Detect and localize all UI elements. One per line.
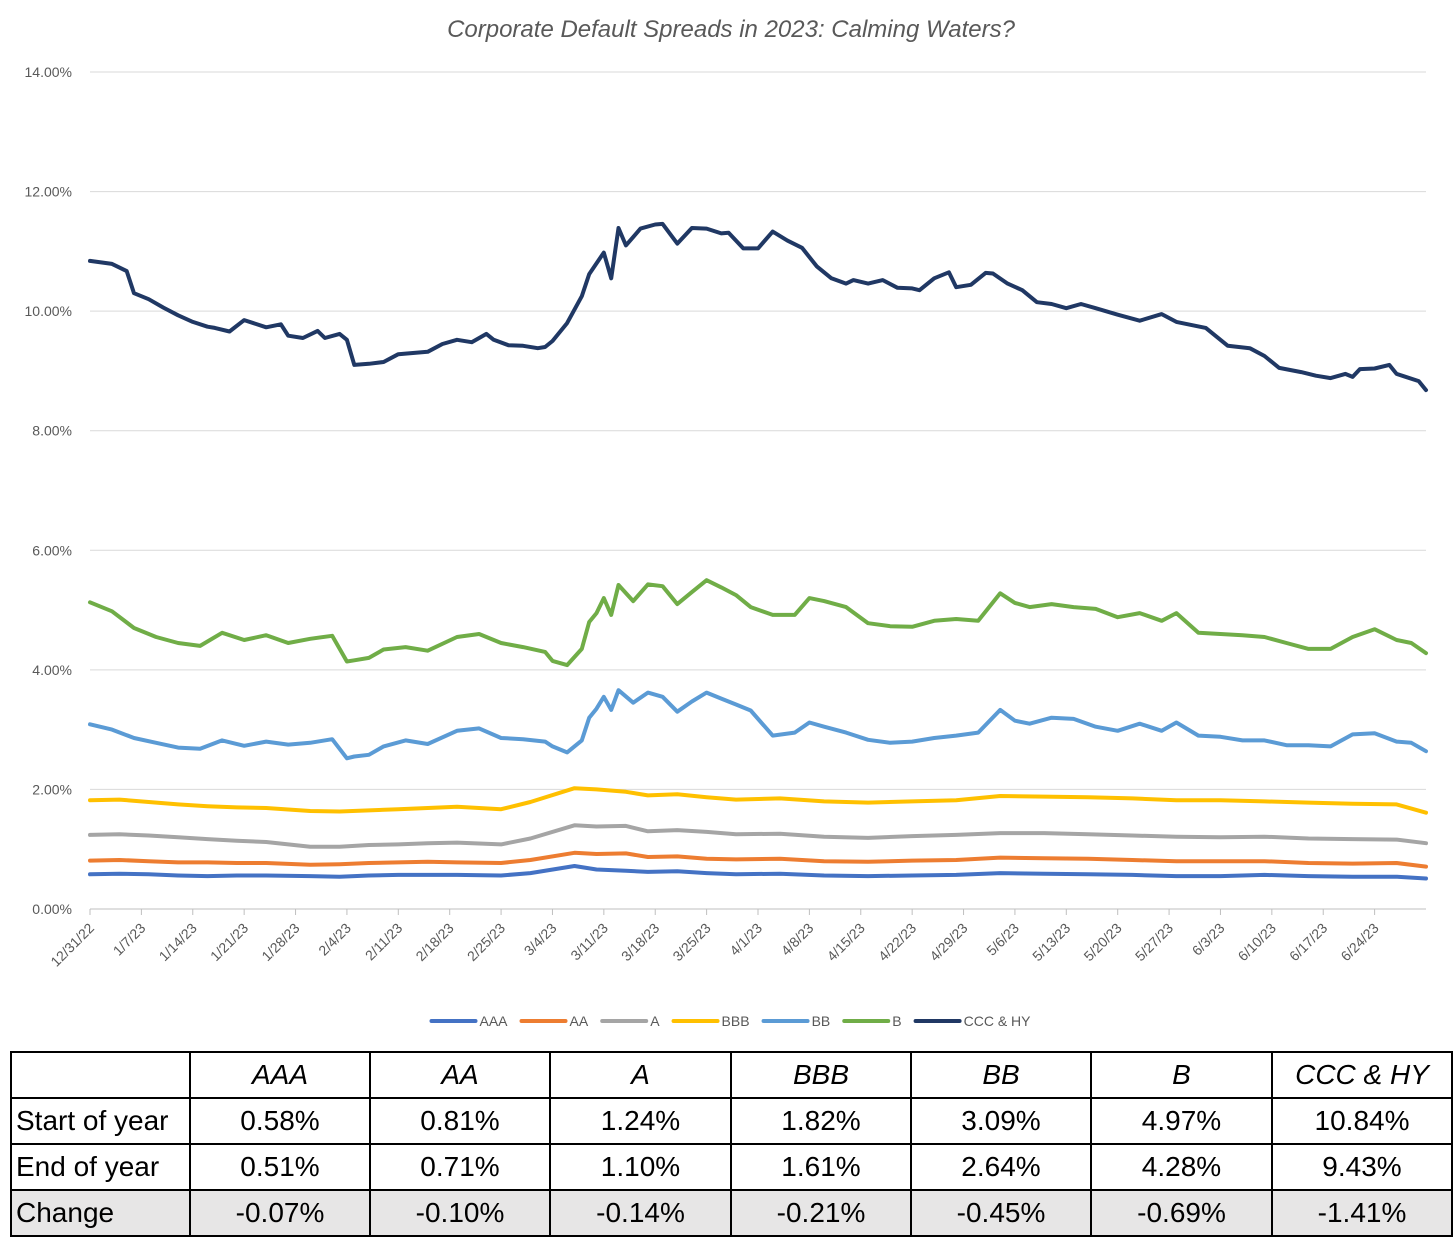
table-cell: -1.41% [1271,1189,1453,1237]
legend-label: BBB [722,1013,750,1029]
y-tick-label: 0.00% [32,901,72,917]
legend-label: AA [570,1013,589,1029]
table-cell: 0.71% [369,1143,551,1191]
x-tick-label: 2/4/23 [315,920,354,959]
x-tick-label: 1/7/23 [110,920,149,959]
x-tick-label: 5/6/23 [983,920,1022,959]
x-tick-label: 3/4/23 [521,920,560,959]
x-tick-label: 6/24/23 [1337,920,1381,964]
legend-label: A [650,1013,660,1029]
series-line-bb [88,688,1428,761]
table-cell: -0.10% [369,1189,551,1237]
x-tick-label: 12/31/22 [47,920,97,970]
table-cell: -0.07% [189,1189,371,1237]
line-chart: Corporate Default Spreads in 2023: Calmi… [25,16,1428,1029]
x-tick-label: 5/27/23 [1132,920,1176,964]
x-axis-ticks: 12/31/22 1/7/23 1/14/23 1/21/23 1/28/23 2/4/2… [47,909,1382,970]
y-tick-label: 2.00% [32,781,72,797]
series-line-ccc-hy [88,221,1428,393]
series-line-aa [88,850,1428,869]
x-tick-label: 2/25/23 [464,920,508,964]
table-header-row: AAA AA A BBB BB B CCC & HY [10,1051,1453,1099]
x-tick-label: 6/17/23 [1286,920,1330,964]
series-line-b [88,578,1428,668]
chart-title: Corporate Default Spreads in 2023: Calmi… [447,16,1016,43]
table-cell: 2.64% [910,1143,1092,1191]
gridlines [90,71,1426,910]
table-cell: 1.24% [549,1097,732,1145]
row-label: Start of year [10,1097,191,1145]
x-tick-label: 2/18/23 [412,920,456,964]
table-cell: 0.58% [189,1097,371,1145]
x-tick-label: 6/3/23 [1189,920,1228,959]
table-cell: 0.81% [369,1097,551,1145]
table-header-cell: A [549,1051,732,1099]
x-tick-label: 1/21/23 [207,920,251,964]
table-cell: 1.10% [549,1143,732,1191]
chart-area: Corporate Default Spreads in 2023: Calmi… [25,16,1428,1029]
y-tick-label: 4.00% [32,662,72,678]
table-header-cell: B [1090,1051,1273,1099]
x-tick-label: 2/11/23 [362,920,406,964]
table-cell: -0.45% [910,1189,1092,1237]
legend: AAA AA A BBB BB B CCC & HY [429,1013,1032,1029]
x-tick-label: 4/29/23 [926,920,970,964]
y-axis-ticks: 0.00% 2.00% 4.00% 6.00% 8.00% 10.00% 12.00% 14.… [25,64,72,917]
series-line-a [88,823,1428,849]
legend-label: B [892,1013,901,1029]
table-header-cell: BBB [730,1051,912,1099]
row-label: End of year [10,1143,191,1191]
table-cell: 0.51% [189,1143,371,1191]
x-tick-label: 4/1/23 [726,920,765,959]
legend-label: BB [812,1013,831,1029]
table-header-cell: AA [369,1051,551,1099]
table-row: End of year 0.51% 0.71% 1.10% 1.61% 2.64… [10,1143,1453,1191]
row-label: Change [10,1189,191,1237]
table-cell: 10.84% [1271,1097,1453,1145]
x-tick-label: 3/25/23 [669,920,713,964]
y-tick-label: 8.00% [32,423,72,439]
table-cell: -0.21% [730,1189,912,1237]
table-cell: 9.43% [1271,1143,1453,1191]
table-cell: 4.28% [1090,1143,1273,1191]
x-tick-label: 5/20/23 [1080,920,1124,964]
spread-summary-table: AAA AA A BBB BB B CCC & HY Start of year… [10,1051,1453,1237]
series-lines [88,221,1428,881]
x-tick-label: 4/15/23 [824,920,868,964]
x-tick-label: 1/28/23 [258,920,302,964]
series-line-bbb [88,786,1428,815]
x-tick-label: 5/13/23 [1029,920,1073,964]
series-line-aaa [88,864,1428,881]
table-cell: 3.09% [910,1097,1092,1145]
table-cell: 1.82% [730,1097,912,1145]
table-header-cell: AAA [189,1051,371,1099]
y-tick-label: 6.00% [32,542,72,558]
table-row: Start of year 0.58% 0.81% 1.24% 1.82% 3.… [10,1097,1453,1145]
y-tick-label: 10.00% [25,303,72,319]
x-tick-label: 3/11/23 [567,920,611,964]
x-tick-label: 4/22/23 [875,920,919,964]
y-tick-label: 12.00% [25,184,72,200]
table-header-cell [10,1051,191,1099]
table-cell: 4.97% [1090,1097,1273,1145]
table-header-cell: BB [910,1051,1092,1099]
table-cell: -0.69% [1090,1189,1273,1237]
x-tick-label: 6/10/23 [1235,920,1279,964]
x-tick-label: 1/14/23 [156,920,200,964]
table-cell: -0.14% [549,1189,732,1237]
table-cell: 1.61% [730,1143,912,1191]
table-header-cell: CCC & HY [1271,1051,1453,1099]
x-tick-label: 3/18/23 [618,920,662,964]
x-tick-label: 4/8/23 [778,920,817,959]
legend-label: AAA [480,1013,509,1029]
legend-label: CCC & HY [964,1013,1032,1029]
table-row: Change -0.07% -0.10% -0.14% -0.21% -0.45… [10,1189,1453,1237]
y-tick-label: 14.00% [25,64,72,80]
